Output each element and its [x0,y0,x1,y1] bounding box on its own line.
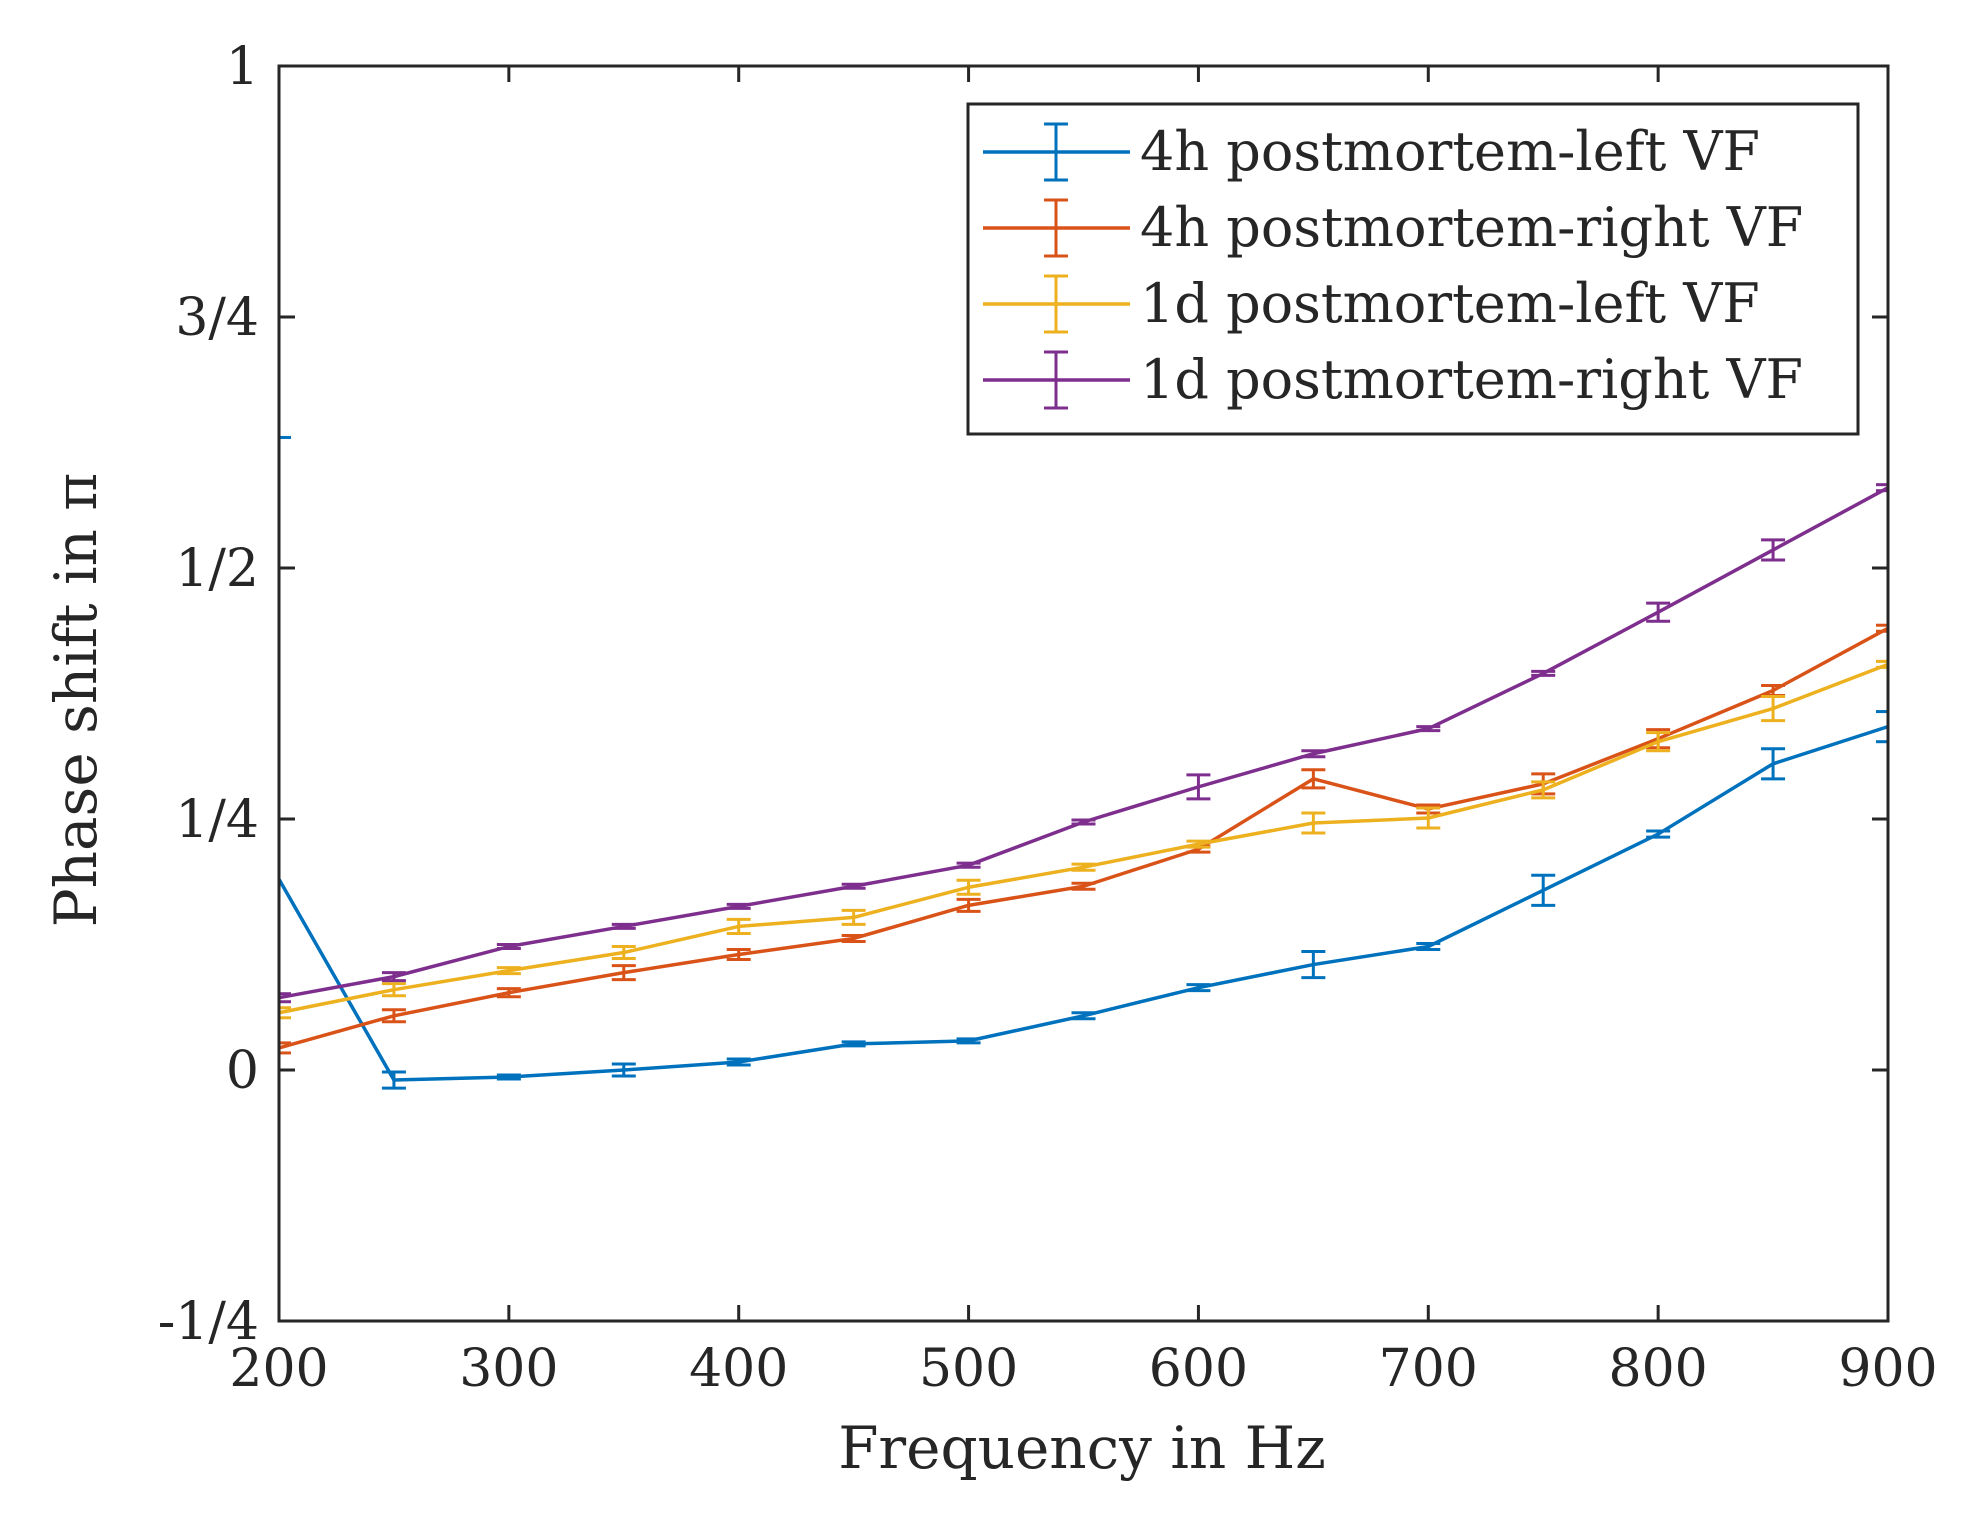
error-bar [956,1037,981,1045]
error-bar [1071,881,1096,891]
error-bar [1071,1011,1096,1021]
error-bar [956,897,981,913]
error-bar [1416,725,1441,733]
error-bar [611,922,636,930]
error-bar [611,945,636,961]
error-bar [1531,780,1556,800]
legend-label: 4h postmortem-left VF [1140,120,1760,183]
error-bar [1646,601,1671,623]
error-bar [381,971,406,983]
x-tick-label: 300 [459,1339,558,1399]
x-tick-label: 500 [919,1339,1018,1399]
error-bar [1761,538,1786,562]
error-bar [841,933,866,943]
error-bar [956,861,981,869]
error-bar [496,1073,521,1081]
y-axis-label: Phase shift in π [42,473,110,928]
x-tick-label: 400 [689,1339,788,1399]
error-bar [1301,749,1326,759]
error-bar [1301,950,1326,980]
error-bar [611,964,636,982]
legend-label: 1d postmortem-left VF [1140,272,1760,335]
legend-entry: 4h postmortem-left VF [983,120,1760,183]
y-tick-label: 1/2 [175,539,259,599]
y-tick-label: 0 [226,1041,259,1101]
x-axis-label: Frequency in Hz [838,1414,1326,1482]
error-bar [381,1070,406,1090]
error-bar [1531,669,1556,677]
error-bar [1301,768,1326,790]
x-tick-label: 900 [1838,1339,1937,1399]
error-bar [1301,811,1326,835]
error-bar [496,987,521,999]
error-bar [1416,806,1441,830]
error-bar [496,966,521,976]
error-bar [1761,695,1786,723]
error-bar [841,1040,866,1048]
series-3 [277,659,1890,1020]
error-bar [381,982,406,998]
error-bar [1416,941,1441,952]
y-tick-label: -1/4 [158,1292,259,1352]
error-bar [956,878,981,896]
error-bar [726,902,751,910]
error-bar [726,1057,751,1067]
error-bar [841,882,866,890]
error-bar [726,948,751,962]
error-bar [1646,731,1671,753]
legend: 4h postmortem-left VF 4h postmortem-right… [966,102,1860,436]
y-tick-label: 1/4 [175,790,259,850]
error-bar [1646,829,1671,839]
error-bar [1186,839,1211,849]
y-tick-label: 1 [226,37,259,97]
legend-label: 4h postmortem-right VF [1140,196,1803,259]
legend-entry: 4h postmortem-right VF [983,196,1803,259]
legend-entry: 1d postmortem-left VF [983,272,1760,335]
error-bar [496,943,521,951]
legend-label: 1d postmortem-right VF [1140,348,1803,411]
error-bar [1186,983,1211,993]
legend-entry: 1d postmortem-right VF [983,348,1803,411]
error-bar [1761,747,1786,781]
series-4 [277,483,1890,1004]
error-bar [381,1008,406,1024]
error-bar [611,1062,636,1078]
x-tick-label: 200 [229,1339,328,1399]
error-bar [726,917,751,935]
error-bar [1531,873,1556,907]
axes-box [277,64,1890,1323]
x-tick-label: 600 [1149,1339,1248,1399]
error-bar [1071,818,1096,826]
error-bar [1071,862,1096,872]
x-tick-label: 700 [1379,1339,1478,1399]
x-tick-label: 800 [1609,1339,1708,1399]
error-bar [1186,773,1211,801]
error-bar [841,908,866,926]
y-tick-label: 3/4 [175,288,259,348]
